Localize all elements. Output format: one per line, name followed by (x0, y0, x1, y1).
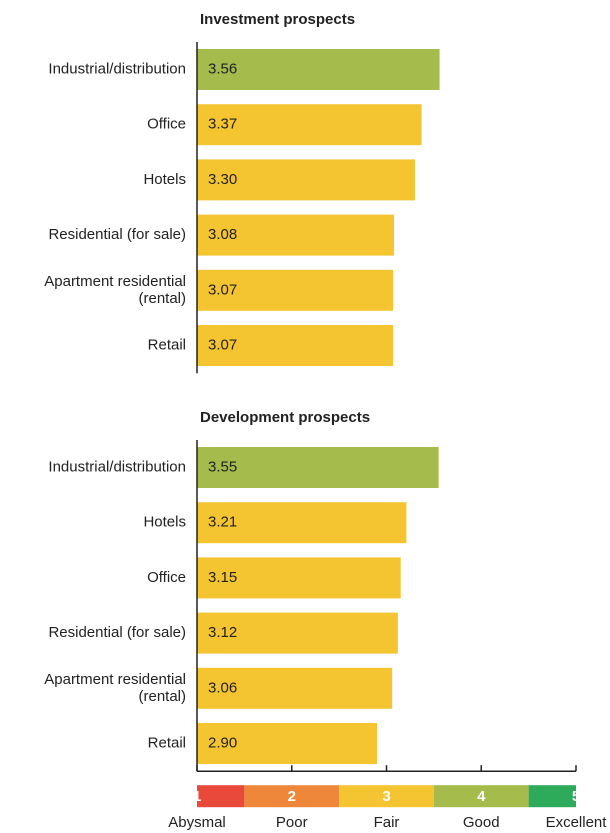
scale-box (433, 785, 529, 808)
scale-label: Good (463, 814, 500, 831)
chart-title: Development prospects (200, 409, 370, 426)
category-label: Industrial/distribution (48, 60, 186, 77)
category-label: Residential (for sale) (48, 226, 186, 243)
value-label: 3.12 (208, 624, 237, 641)
bar (197, 104, 422, 146)
bar (197, 214, 395, 256)
bar (197, 159, 415, 201)
bar (197, 667, 393, 709)
value-label: 3.06 (208, 679, 237, 696)
scale-box (528, 785, 576, 808)
category-label: Retail (148, 734, 186, 751)
scale-number: 1 (193, 788, 201, 805)
bar (197, 269, 394, 311)
value-label: 3.55 (208, 458, 237, 475)
scale-number: 3 (382, 788, 390, 805)
value-label: 3.37 (208, 116, 237, 133)
category-label: Industrial/distribution (48, 458, 186, 475)
value-label: 3.07 (208, 281, 237, 298)
value-label: 3.21 (208, 514, 237, 531)
category-label: Hotels (143, 171, 186, 188)
category-label: Apartment residential (rental) (44, 273, 186, 307)
scale-label: Poor (276, 814, 308, 831)
scale-number: 4 (477, 788, 486, 805)
category-label: Office (147, 116, 186, 133)
value-label: 3.30 (208, 171, 237, 188)
category-label: Hotels (143, 514, 186, 531)
category-label: Retail (148, 336, 186, 353)
scale-box (339, 785, 434, 808)
bar (197, 612, 398, 654)
bar (197, 502, 407, 544)
category-label: Apartment residential (rental) (44, 671, 186, 705)
scale-label: Excellent (546, 814, 608, 831)
chart-title: Investment prospects (200, 11, 355, 28)
value-label: 3.15 (208, 569, 237, 586)
value-label: 3.08 (208, 226, 237, 243)
value-label: 3.07 (208, 336, 237, 353)
scale-number: 5 (572, 788, 580, 805)
scale-box (244, 785, 340, 808)
value-label: 3.56 (208, 60, 237, 77)
value-label: 2.90 (208, 734, 237, 751)
bar (197, 723, 378, 764)
bar (197, 447, 439, 488)
category-label: Office (147, 569, 186, 586)
scale-number: 2 (288, 788, 296, 805)
bar (197, 49, 440, 90)
category-label: Residential (for sale) (48, 624, 186, 641)
scale-box (197, 785, 245, 808)
bar (197, 557, 401, 599)
bar (197, 325, 394, 366)
scale-label: Fair (374, 814, 400, 831)
scale-label: Abysmal (168, 814, 226, 831)
